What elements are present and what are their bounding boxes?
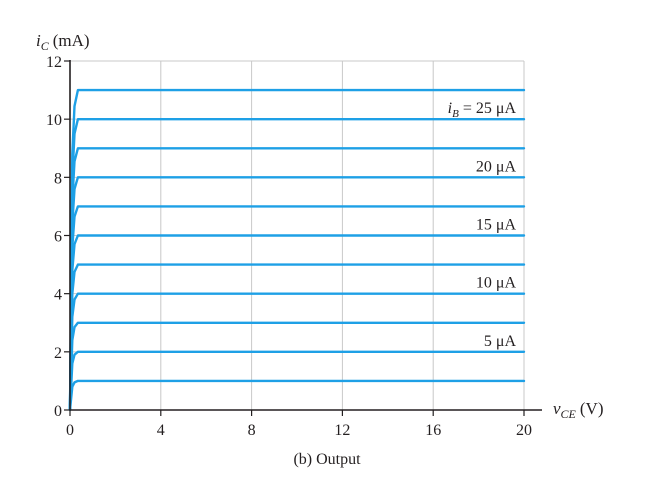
tick-labels: 0 4 8 12 16 20 0 2 4 6 8 10 12: [46, 54, 532, 439]
y-axis-subscript: C: [41, 39, 50, 53]
x-axis-subscript: CE: [561, 407, 577, 421]
curve-annotation: 20 μA: [476, 158, 517, 175]
annotation-value: = 25 μA: [459, 100, 517, 117]
x-tick-label: 20: [516, 422, 532, 439]
curve-annotation: iB = 25 μA: [448, 100, 517, 120]
curve-annotation: 5 μA: [484, 333, 517, 350]
annotations: iB = 25 μA 20 μA 15 μA 10 μA 5 μA: [448, 100, 517, 350]
axes: [64, 60, 542, 416]
annotation-symbol: i: [448, 100, 452, 117]
series-line: [68, 321, 526, 412]
y-tick-label: 8: [54, 170, 62, 187]
y-axis-unit: (mA): [53, 31, 90, 50]
x-tick-label: 0: [66, 422, 74, 439]
curve-annotation: 15 μA: [476, 217, 517, 234]
series-line: [68, 147, 526, 412]
x-axis-title: vCE (V): [553, 399, 604, 421]
y-tick-label: 12: [46, 54, 62, 71]
series-line: [68, 263, 526, 412]
y-tick-label: 6: [54, 229, 62, 246]
series-layer: [68, 88, 526, 412]
y-tick-label: 0: [54, 403, 62, 420]
x-tick-label: 8: [248, 422, 256, 439]
x-axis-symbol: v: [553, 399, 561, 418]
y-axis-symbol: i: [36, 31, 41, 50]
y-tick-label: 2: [54, 345, 62, 362]
annotation-subscript: B: [452, 108, 459, 120]
y-axis-title: iC (mA): [36, 31, 90, 53]
series-line: [68, 205, 526, 412]
x-tick-label: 4: [157, 422, 165, 439]
x-axis-unit: (V): [580, 399, 604, 418]
y-tick-label: 4: [54, 287, 62, 304]
x-tick-label: 16: [425, 422, 441, 439]
curve-annotation: 10 μA: [476, 275, 517, 292]
series-line: [68, 379, 526, 412]
x-tick-label: 12: [334, 422, 350, 439]
y-tick-label: 10: [46, 112, 62, 129]
series-line: [68, 88, 526, 412]
chart-caption: (b) Output: [293, 451, 361, 468]
